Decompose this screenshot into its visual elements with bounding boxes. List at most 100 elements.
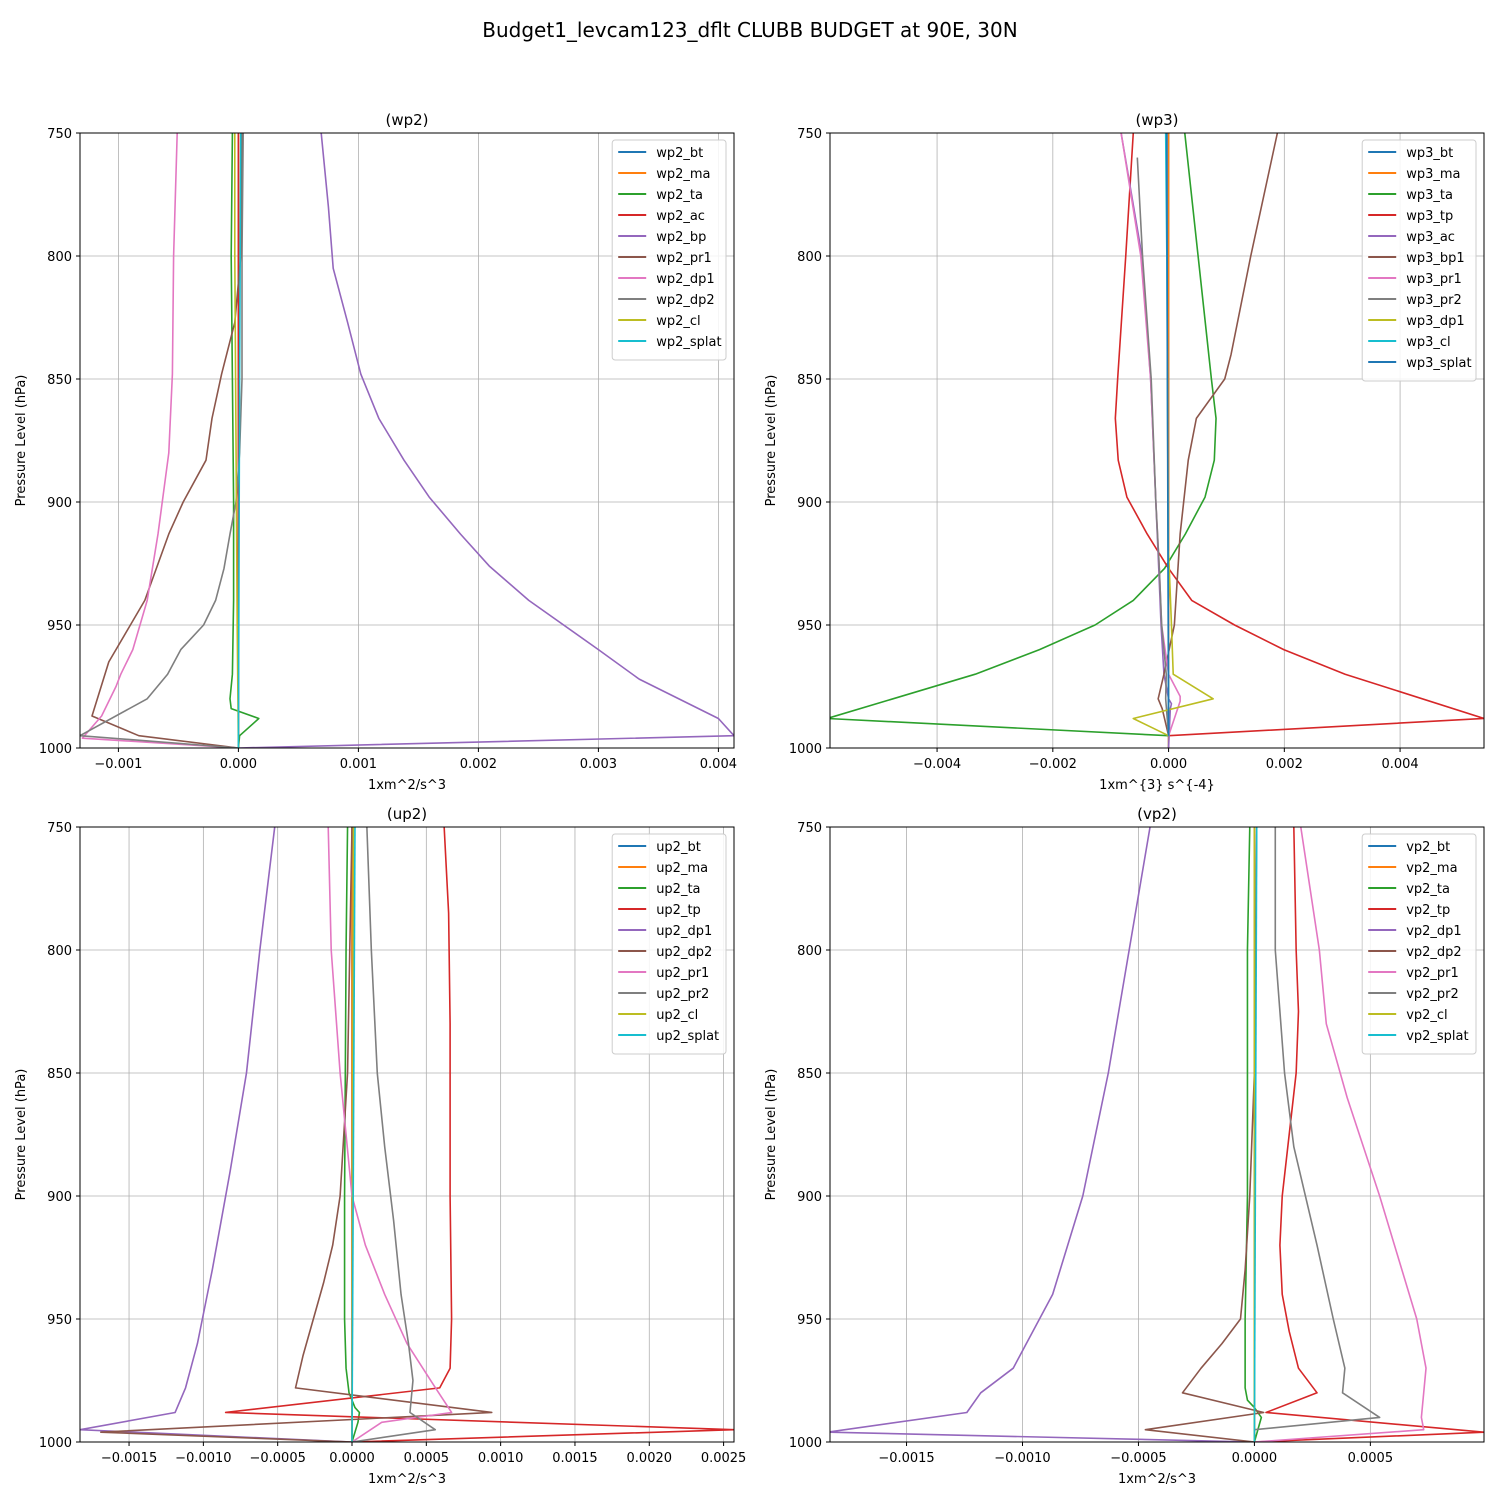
legend-entry: wp3_ac (1406, 230, 1455, 245)
y-tick-label: 950 (797, 1313, 822, 1328)
x-tick-label: −0.0005 (249, 1451, 305, 1466)
legend-entry: wp2_cl (656, 314, 700, 329)
axes-frame (79, 132, 735, 749)
series-line-vp2_splat (1253, 827, 1258, 1442)
panel-title: (up2) (387, 805, 427, 823)
series-line-up2_pr2 (351, 827, 437, 1442)
y-tick-label: 750 (797, 821, 822, 836)
series-line-wp3_dp1 (1132, 551, 1214, 737)
legend-entry: vp2_tp (1406, 903, 1450, 918)
series-group (80, 827, 734, 1442)
x-tick-label: −0.0005 (1110, 1451, 1166, 1466)
legend-entry: wp2_bp (656, 230, 706, 245)
x-tick-label: 0.0000 (329, 1451, 375, 1466)
series-line-wp2_dp2 (80, 133, 244, 748)
legend-entry: up2_ta (656, 882, 700, 897)
y-tick-label: 850 (47, 1067, 72, 1082)
series-line-up2_dp2 (100, 827, 493, 1442)
series-line-wp2_ta (229, 133, 260, 748)
x-tick-label: 0.000 (1150, 757, 1187, 772)
legend-entry: up2_ma (656, 861, 708, 876)
legend-entry: vp2_ta (1406, 882, 1450, 897)
figure-title: Budget1_levcam123_dflt CLUBB BUDGET at 9… (482, 18, 1017, 42)
x-tick-label: −0.004 (913, 757, 961, 772)
y-tick-label: 800 (47, 944, 72, 959)
legend-entry: up2_dp1 (656, 924, 712, 939)
legend-entry: wp3_pr1 (1406, 272, 1462, 287)
x-tick-label: −0.0010 (994, 1451, 1050, 1466)
series-line-wp3_pr2 (1136, 157, 1170, 736)
legend-entry: wp2_ac (656, 209, 705, 224)
y-tick-label: 1000 (789, 742, 822, 757)
series-line-vp2_dp1 (830, 827, 1255, 1442)
legend-entry: up2_pr2 (656, 987, 709, 1002)
x-tick-label: 0.0015 (552, 1451, 598, 1466)
x-tick-label: 0.0005 (1348, 1451, 1394, 1466)
legend-entry: up2_bt (656, 840, 701, 855)
x-tick-label: 0.003 (580, 757, 617, 772)
y-tick-label: 900 (797, 496, 822, 511)
x-axis-label: 1xm^{3} s^{-4} (1099, 778, 1215, 793)
series-line-wp3_bp1 (1157, 133, 1279, 736)
legend-entry: wp3_ta (1406, 188, 1453, 203)
x-tick-label: 0.0000 (1232, 1451, 1278, 1466)
y-tick-label: 1000 (39, 1436, 72, 1451)
x-tick-label: 0.004 (1381, 757, 1418, 772)
series-line-up2_pr1 (327, 827, 453, 1442)
legend: wp3_bt wp3_ma wp3_ta wp3_tp wp3_ac wp3_bp1 wp3… (1361, 139, 1477, 382)
x-tick-label: −0.0015 (101, 1451, 157, 1466)
legend-entry: vp2_ma (1406, 861, 1457, 876)
x-tick-label: −0.0010 (175, 1451, 231, 1466)
y-tick-label: 950 (797, 619, 822, 634)
y-tick-label: 850 (47, 373, 72, 388)
y-tick-label: 1000 (39, 742, 72, 757)
subplot-grid: −0.001 0.000 0.001 0.002 0.003 0.004 750 800 850… (14, 111, 1485, 1487)
legend-entry: vp2_dp1 (1406, 924, 1462, 939)
x-tick-label: −0.002 (1029, 757, 1077, 772)
y-tick-label: 900 (47, 1190, 72, 1205)
series-line-vp2_pr1 (1254, 827, 1427, 1442)
series-line-vp2_pr2 (1254, 827, 1381, 1431)
y-tick-label: 900 (47, 496, 72, 511)
y-axis-label: Pressure Level (hPa) (764, 1069, 779, 1201)
legend-entry: vp2_splat (1406, 1029, 1468, 1044)
x-tick-label: 0.0005 (404, 1451, 450, 1466)
panel-title: (wp3) (1135, 111, 1178, 129)
series-line-up2_tp (224, 827, 734, 1442)
series-group (830, 827, 1484, 1442)
series-line-wp3_splat (1166, 133, 1170, 736)
panel-title: (wp2) (385, 111, 428, 129)
x-tick-label: 0.002 (1266, 757, 1303, 772)
series-line-wp2_bp (238, 133, 734, 748)
y-tick-label: 950 (47, 619, 72, 634)
y-tick-label: 750 (47, 821, 72, 836)
y-axis-label: Pressure Level (hPa) (14, 375, 29, 507)
legend-entry: wp3_ma (1406, 167, 1460, 182)
series-group (80, 133, 734, 748)
legend-entry: vp2_bt (1406, 840, 1450, 855)
panel-title: (vp2) (1137, 805, 1177, 823)
y-tick-label: 850 (797, 1067, 822, 1082)
legend-entry: up2_dp2 (656, 945, 712, 960)
x-tick-label: 0.0010 (478, 1451, 524, 1466)
series-line-wp2_dp1 (81, 133, 239, 748)
legend-entry: up2_tp (656, 903, 701, 918)
x-tick-label: −0.0015 (878, 1451, 934, 1466)
legend-entry: vp2_cl (1406, 1008, 1447, 1023)
series-line-vp2_tp (1254, 827, 1484, 1442)
chart-panel-2: −0.004 −0.002 0.000 0.002 0.004 750 800 850 900 9… (764, 111, 1485, 793)
y-tick-label: 800 (797, 250, 822, 265)
legend-entry: up2_cl (656, 1008, 698, 1023)
legend-entry: wp2_splat (656, 335, 721, 350)
x-tick-label: 0.0025 (701, 1451, 747, 1466)
legend-entry: wp3_dp1 (1406, 314, 1464, 329)
chart-panel-1: −0.001 0.000 0.001 0.002 0.003 0.004 750 800 850… (14, 111, 737, 793)
x-tick-label: 0.002 (460, 757, 497, 772)
y-tick-label: 900 (797, 1190, 822, 1205)
series-line-wp2_splat (237, 133, 242, 748)
y-axis-label: Pressure Level (hPa) (14, 1069, 29, 1201)
legend-entry: up2_pr1 (656, 966, 709, 981)
legend-entry: wp3_bt (1406, 146, 1453, 161)
